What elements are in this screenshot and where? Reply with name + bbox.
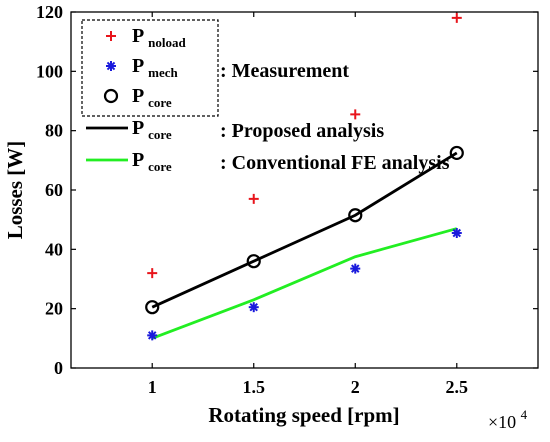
legend-measurement-box [81, 19, 219, 117]
x-tick-label: 1.5 [242, 377, 265, 397]
legend-marker-star [106, 61, 116, 71]
legend-proposed-sub: core [148, 127, 172, 142]
legend-star-glyph [106, 61, 116, 71]
legend-marker-plus [106, 31, 116, 41]
legend-label-fe: P core [132, 149, 172, 174]
point-core_meas [145, 300, 160, 315]
y-tick-label: 60 [45, 180, 63, 200]
x-tick-label: 2.5 [446, 377, 469, 397]
x-axis-multiplier-exponent: 4 [521, 407, 528, 422]
point-mech [147, 330, 158, 341]
legend-noload-sub: noload [148, 35, 186, 50]
point-mech [248, 302, 259, 313]
y-tick-label: 80 [45, 121, 63, 141]
ticks-layer: 0 20 40 60 80 100 120 1 1.5 2 2.5 [36, 2, 538, 397]
x-axis-multiplier: ×10 4 [488, 407, 528, 432]
x-tick-label: 1 [148, 377, 157, 397]
legend-label-proposed: P core [132, 117, 172, 142]
legend-proposed-text: : Proposed analysis [220, 120, 384, 142]
y-tick-label: 20 [45, 299, 63, 319]
y-tick-label: 0 [54, 358, 63, 378]
legend-entry-mech: P mech [106, 55, 178, 80]
series-line-core_proposed [151, 151, 458, 309]
legend-core-sub: core [148, 95, 172, 110]
y-tick-label: 40 [45, 239, 63, 259]
legend-measurement-label: : Measurement [220, 60, 349, 82]
point-noload [147, 268, 158, 279]
point-noload [350, 109, 361, 120]
point-noload [451, 12, 462, 23]
legend-entry-core-measurement: P core [103, 85, 172, 110]
legend-entry-proposed: P core : Proposed analysis [86, 117, 384, 142]
legend-fe-main: P [132, 149, 144, 171]
y-tick-label: 120 [36, 2, 63, 22]
legend-noload-main: P [132, 25, 144, 47]
series-layer [145, 12, 464, 341]
legend: P noload P mech : Measurement P core [81, 19, 450, 174]
point-mech [350, 263, 361, 274]
point-core_meas [449, 145, 464, 161]
legend-entry-fe: P core : Conventional FE analysis [86, 149, 450, 174]
legend-marker-circle [103, 88, 119, 104]
point-mech [451, 228, 462, 239]
legend-fe-sub: core [148, 159, 172, 174]
legend-entry-noload: P noload [106, 25, 186, 50]
legend-core-main: P [132, 85, 144, 107]
x-axis-multiplier-base: ×10 [488, 412, 516, 432]
legend-label-noload: P noload [132, 25, 186, 50]
x-axis-label: Rotating speed [rpm] [208, 403, 399, 427]
y-axis-label: Losses [W] [3, 141, 27, 240]
legend-label-mech: P mech [132, 55, 178, 80]
x-tick-label: 2 [351, 377, 360, 397]
legend-fe-text: : Conventional FE analysis [220, 152, 450, 174]
point-core_meas [348, 208, 363, 223]
series-line-core_fe [151, 227, 458, 340]
legend-label-core-measurement: P core [132, 85, 172, 110]
y-tick-label: 100 [36, 61, 63, 81]
legend-mech-sub: mech [148, 65, 178, 80]
legend-proposed-main: P [132, 117, 144, 139]
legend-mech-main: P [132, 55, 144, 77]
point-noload [248, 193, 259, 204]
point-core_meas [246, 254, 261, 269]
